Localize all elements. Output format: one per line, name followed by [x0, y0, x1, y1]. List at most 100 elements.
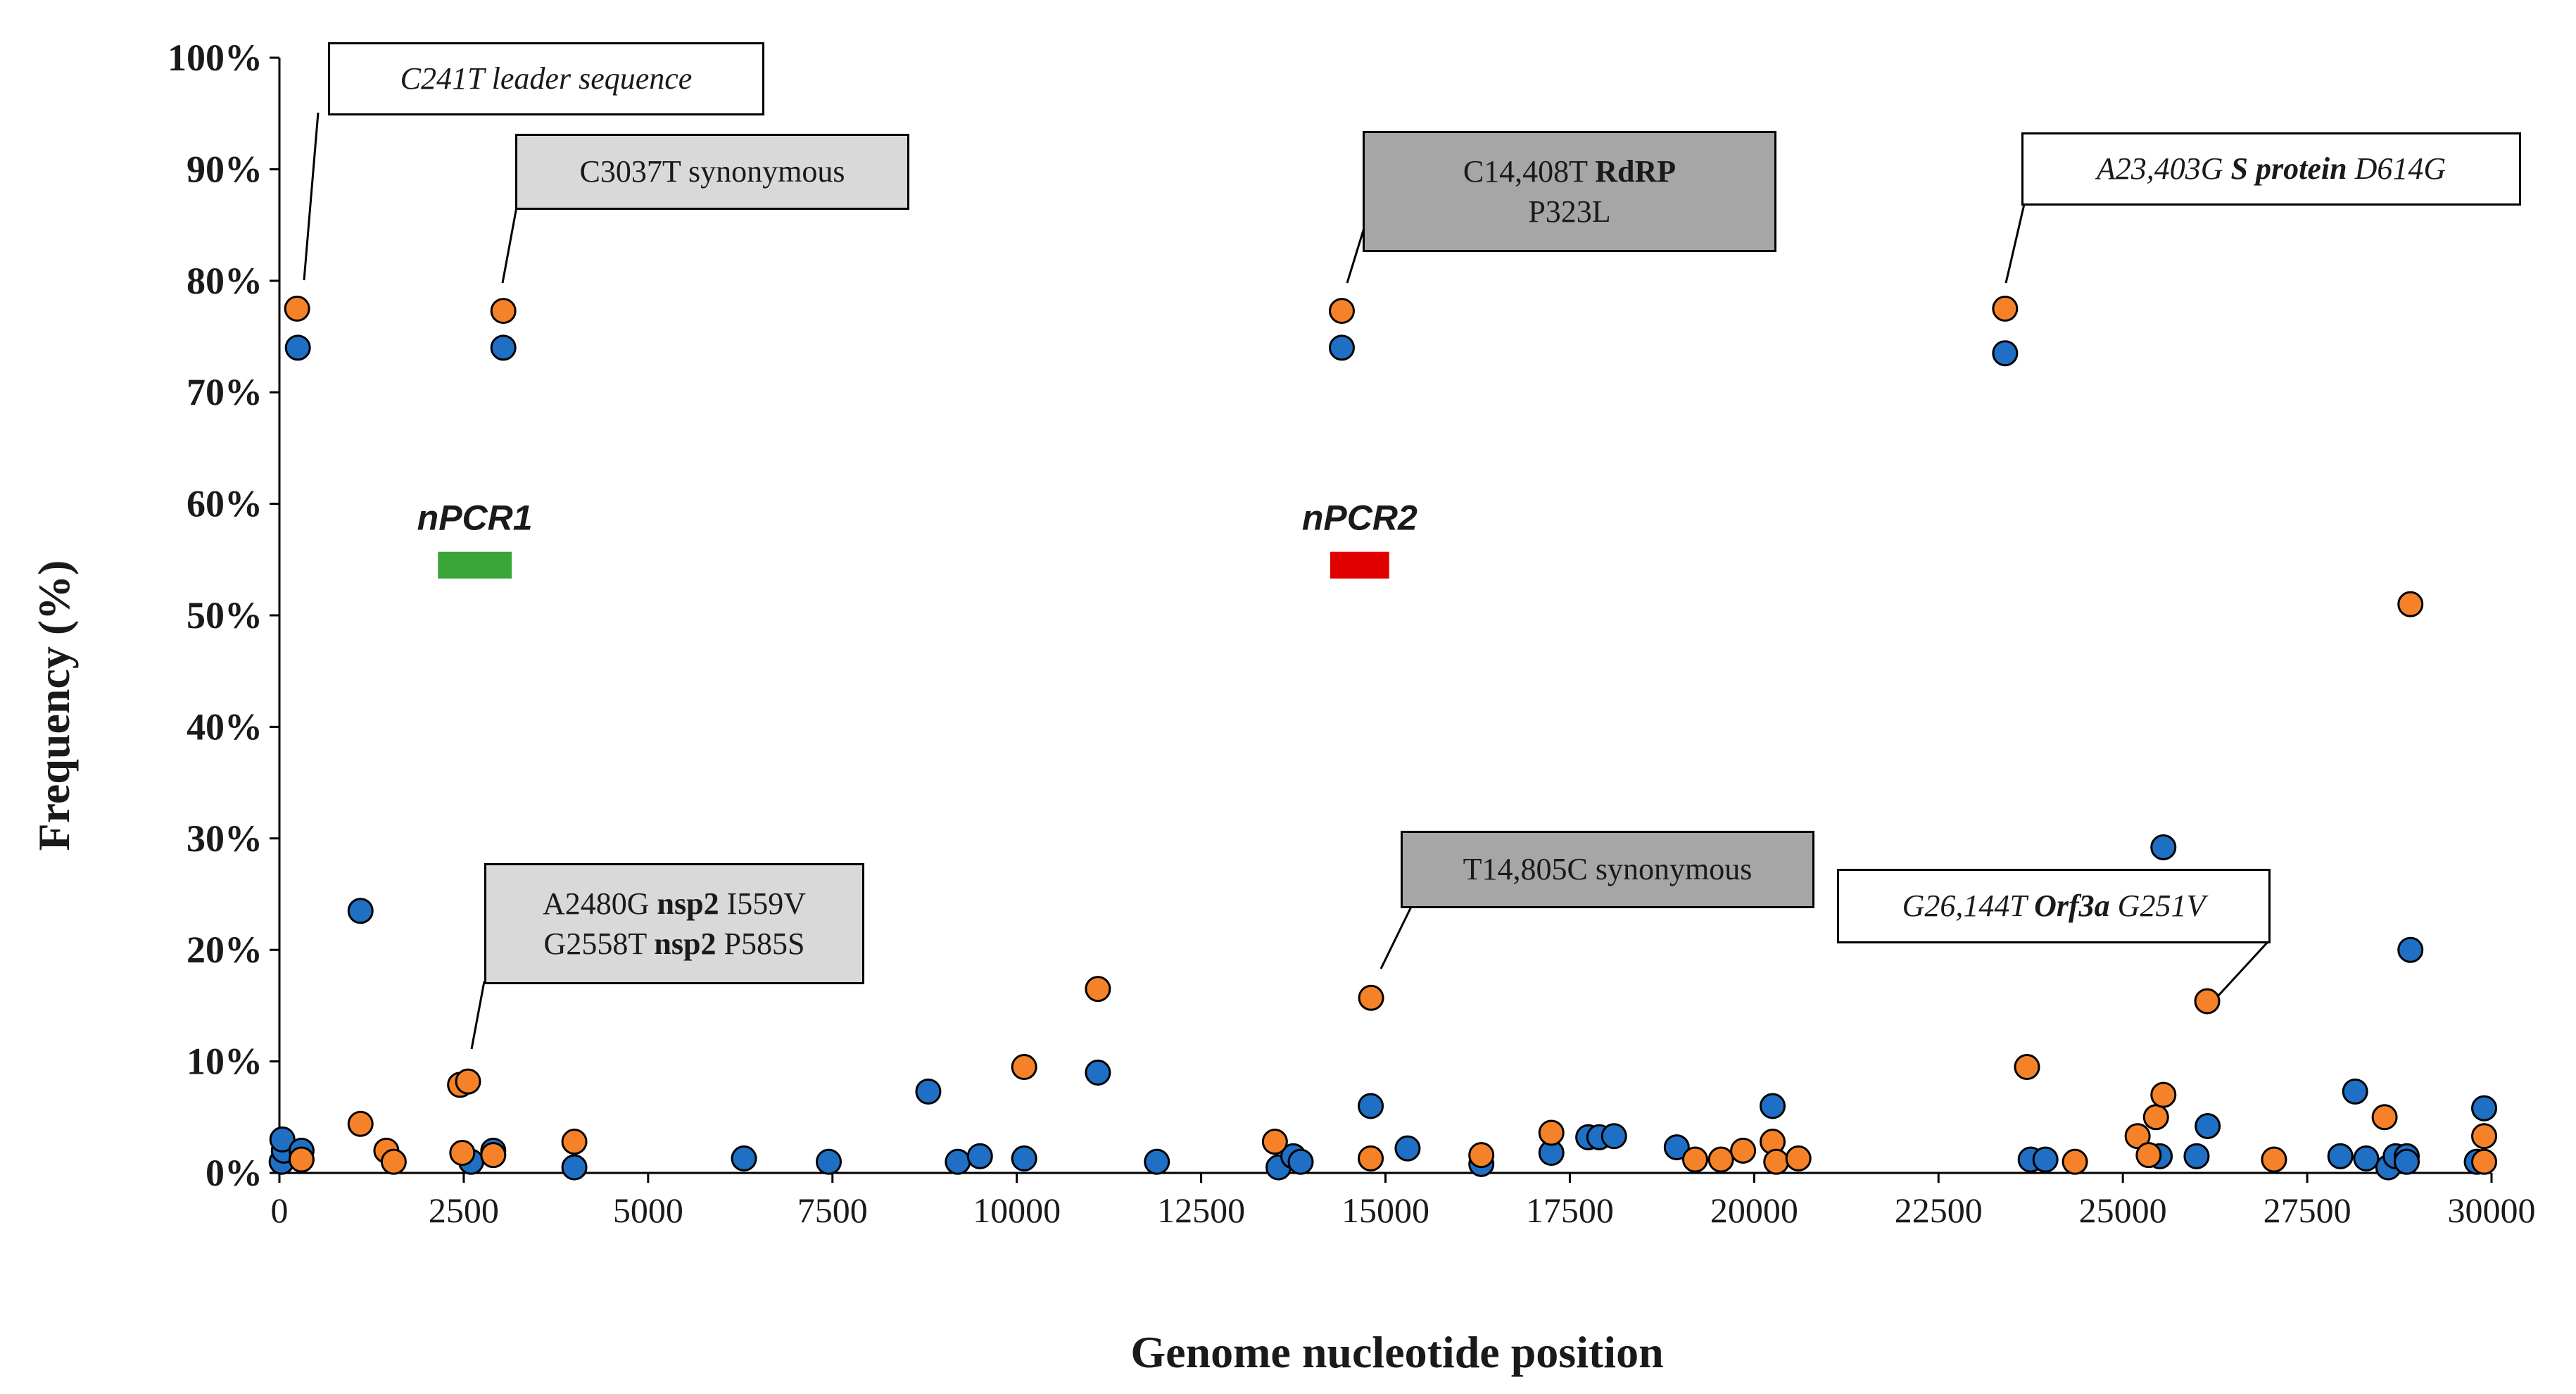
annotation-line: C241T leader sequence [400, 61, 693, 96]
annotation-box: A2480G nsp2 I559V G2558T nsp2 P585S [484, 863, 864, 984]
data-point-orange [2124, 1123, 2151, 1150]
data-point-blue [915, 1078, 942, 1105]
data-point-orange [2194, 988, 2221, 1015]
data-point-orange [2135, 1142, 2162, 1169]
y-tick-label: 30% [187, 817, 263, 860]
y-tick-label: 70% [187, 371, 263, 413]
data-point-orange [1468, 1142, 1495, 1169]
data-point-orange [2142, 1104, 2169, 1131]
annotation-leader [1346, 227, 1365, 284]
data-point-orange [480, 1142, 507, 1169]
data-points [268, 295, 2498, 1181]
region-bar-npcr1 [438, 551, 512, 579]
y-axis-label: Frequency (%) [29, 560, 79, 851]
annotation-line: C14,408T RdRP [1463, 153, 1677, 189]
data-point-blue [347, 898, 374, 924]
annotation-box: C241T leader sequence [328, 42, 764, 115]
data-point-orange [288, 1146, 315, 1173]
data-point-orange [2150, 1081, 2177, 1108]
data-point-orange [2062, 1148, 2088, 1175]
data-point-orange [1358, 1145, 1384, 1172]
y-tick-label: 10% [187, 1041, 263, 1083]
data-point-orange [449, 1139, 476, 1166]
data-point-blue [561, 1154, 588, 1181]
y-tick-label: 100% [168, 37, 263, 79]
annotation-leader [2004, 203, 2026, 284]
x-tick-label: 27500 [2264, 1191, 2351, 1230]
data-point-blue [1992, 340, 2019, 367]
annotation-box: T14,805C synonymous [1401, 831, 1814, 908]
region-bar-npcr2 [1330, 551, 1389, 579]
annotation-leaders [303, 112, 2269, 1050]
annotation-leader [1379, 905, 1413, 969]
annotation-leader [501, 206, 518, 284]
data-point-orange [1763, 1148, 1790, 1175]
data-point-blue [490, 334, 517, 361]
data-point-blue [1600, 1123, 1627, 1150]
data-point-orange [490, 298, 517, 325]
data-point-blue [2032, 1146, 2059, 1173]
annotation-line: G26,144T Orf3a G251V [1902, 888, 2206, 924]
annotation-box: C3037T synonymous [515, 134, 909, 210]
data-point-blue [2394, 1148, 2420, 1175]
data-point-blue [2183, 1143, 2210, 1169]
data-point-blue [731, 1145, 757, 1172]
annotation-line: T14,805C synonymous [1463, 852, 1753, 887]
data-point-blue [1760, 1093, 1786, 1119]
data-point-blue [1394, 1135, 1421, 1162]
data-point-orange [1358, 984, 1384, 1011]
data-point-orange [1682, 1146, 1709, 1173]
y-tick-label: 60% [187, 483, 263, 525]
data-point-orange [2261, 1146, 2287, 1173]
data-point-orange [1261, 1129, 1288, 1155]
data-point-orange [2371, 1104, 2398, 1131]
x-tick-label: 20000 [1710, 1191, 1798, 1230]
data-point-blue [284, 334, 311, 361]
annotation-line: C3037T synonymous [579, 154, 845, 189]
data-point-orange [2397, 591, 2424, 617]
data-point-orange [455, 1068, 481, 1095]
data-point-orange [1730, 1137, 1757, 1164]
data-point-orange [284, 295, 310, 322]
x-tick-label: 5000 [613, 1191, 683, 1230]
annotation-line: P323L [1528, 194, 1611, 229]
axes [270, 56, 2493, 1183]
data-point-blue [1085, 1059, 1111, 1086]
data-point-blue [1358, 1093, 1384, 1119]
data-point-blue [1663, 1134, 1690, 1161]
data-point-blue [2150, 834, 2177, 860]
data-point-orange [2014, 1054, 2040, 1081]
annotation-leader [2217, 941, 2269, 997]
x-tick-label: 2500 [429, 1191, 499, 1230]
data-point-orange [1085, 976, 1111, 1003]
data-point-blue [1011, 1145, 1037, 1172]
x-tick-label: 12500 [1157, 1191, 1245, 1230]
region-label-npcr2: nPCR2 [1302, 498, 1418, 538]
data-point-orange [1328, 298, 1355, 325]
data-point-blue [1328, 334, 1355, 361]
data-point-orange [1538, 1119, 1565, 1146]
data-point-blue [1144, 1148, 1170, 1175]
region-label-npcr1: nPCR1 [417, 498, 533, 538]
annotation-line: A2480G nsp2 I559V [542, 886, 807, 921]
y-tick-label: 20% [187, 929, 263, 971]
annotation-box: G26,144T Orf3a G251V [1837, 869, 2271, 943]
annotation-line: G2558T nsp2 P585S [543, 927, 805, 961]
y-tick-label: 80% [187, 260, 263, 302]
data-point-blue [816, 1148, 842, 1175]
annotation-line: A23,403G S protein D614G [2096, 151, 2446, 187]
data-point-orange [1785, 1145, 1812, 1172]
y-tick-label: 50% [187, 594, 263, 636]
data-point-orange [2471, 1148, 2498, 1175]
data-point-orange [1011, 1054, 1037, 1081]
data-point-orange [1992, 295, 2019, 322]
data-point-blue [945, 1148, 971, 1175]
x-axis-label: Genome nucleotide position [1130, 1327, 1663, 1377]
x-tick-label: 25000 [2079, 1191, 2167, 1230]
x-tick-label: 17500 [1526, 1191, 1614, 1230]
data-point-orange [380, 1148, 407, 1175]
annotation-leader [303, 112, 320, 281]
x-tick-label: 7500 [797, 1191, 868, 1230]
data-point-blue [2327, 1143, 2354, 1169]
